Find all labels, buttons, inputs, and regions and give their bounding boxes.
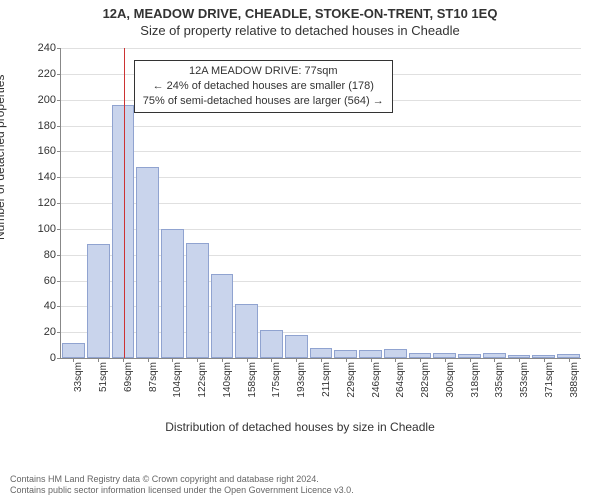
ytick-label: 160: [38, 145, 56, 157]
ytick-label: 20: [44, 326, 56, 338]
footer-line1: Contains HM Land Registry data © Crown c…: [10, 474, 354, 485]
ytick-label: 200: [38, 94, 56, 106]
gridline: [61, 48, 581, 49]
xtick-label: 193sqm: [296, 362, 307, 402]
xtick-label: 211sqm: [321, 362, 332, 402]
footer-line2: Contains public sector information licen…: [10, 485, 354, 496]
chart-title-main: 12A, MEADOW DRIVE, CHEADLE, STOKE-ON-TRE…: [0, 0, 600, 21]
xtick-label: 371sqm: [544, 362, 555, 402]
xtick-label: 87sqm: [148, 362, 159, 402]
ytick-label: 40: [44, 300, 56, 312]
xtick-label: 282sqm: [420, 362, 431, 402]
x-axis-label: Distribution of detached houses by size …: [0, 420, 600, 434]
ytick-label: 60: [44, 275, 56, 287]
ytick-label: 180: [38, 120, 56, 132]
property-marker-line: [124, 48, 125, 358]
chart-title-sub: Size of property relative to detached ho…: [0, 21, 600, 38]
annotation-line3: 75% of semi-detached houses are larger (…: [143, 94, 384, 109]
xtick-label: 33sqm: [73, 362, 84, 402]
histogram-bar: [87, 244, 110, 358]
ytick-mark: [57, 203, 61, 204]
xtick-label: 388sqm: [569, 362, 580, 402]
ytick-mark: [57, 281, 61, 282]
histogram-bar: [211, 274, 234, 358]
ytick-mark: [57, 151, 61, 152]
ytick-label: 220: [38, 68, 56, 80]
ytick-mark: [57, 177, 61, 178]
plot-area: 02040608010012014016018020022024033sqm51…: [60, 48, 581, 359]
xtick-label: 264sqm: [395, 362, 406, 402]
histogram-bar: [161, 229, 184, 358]
ytick-mark: [57, 126, 61, 127]
ytick-label: 80: [44, 249, 56, 261]
gridline: [61, 151, 581, 152]
xtick-label: 353sqm: [519, 362, 530, 402]
ytick-mark: [57, 229, 61, 230]
ytick-mark: [57, 74, 61, 75]
y-axis-label: Number of detached properties: [0, 75, 7, 240]
histogram-bar: [62, 343, 85, 359]
ytick-mark: [57, 358, 61, 359]
ytick-label: 0: [50, 352, 56, 364]
annotation-line2: ← 24% of detached houses are smaller (17…: [143, 79, 384, 94]
xtick-label: 229sqm: [346, 362, 357, 402]
ytick-label: 100: [38, 223, 56, 235]
ytick-mark: [57, 306, 61, 307]
ytick-label: 240: [38, 42, 56, 54]
histogram-bar: [136, 167, 159, 358]
ytick-mark: [57, 255, 61, 256]
footer-attribution: Contains HM Land Registry data © Crown c…: [10, 474, 354, 497]
gridline: [61, 126, 581, 127]
xtick-label: 246sqm: [371, 362, 382, 402]
histogram-bar: [384, 349, 407, 358]
annotation-line1: 12A MEADOW DRIVE: 77sqm: [143, 64, 384, 79]
histogram-bar: [186, 243, 209, 358]
histogram-bar: [112, 105, 135, 358]
ytick-label: 140: [38, 171, 56, 183]
ytick-mark: [57, 48, 61, 49]
histogram-bar: [310, 348, 333, 358]
xtick-label: 51sqm: [98, 362, 109, 402]
ytick-mark: [57, 332, 61, 333]
xtick-label: 122sqm: [197, 362, 208, 402]
histogram-bar: [359, 350, 382, 358]
histogram-bar: [334, 350, 357, 358]
xtick-label: 140sqm: [222, 362, 233, 402]
xtick-label: 104sqm: [172, 362, 183, 402]
chart-container: Number of detached properties 0204060801…: [0, 40, 600, 440]
xtick-label: 158sqm: [247, 362, 258, 402]
histogram-bar: [285, 335, 308, 358]
histogram-bar: [235, 304, 258, 358]
xtick-label: 69sqm: [123, 362, 134, 402]
ytick-label: 120: [38, 197, 56, 209]
xtick-label: 175sqm: [271, 362, 282, 402]
xtick-label: 335sqm: [494, 362, 505, 402]
histogram-bar: [260, 330, 283, 358]
annotation-box: 12A MEADOW DRIVE: 77sqm ← 24% of detache…: [134, 60, 393, 113]
ytick-mark: [57, 100, 61, 101]
xtick-label: 300sqm: [445, 362, 456, 402]
xtick-label: 318sqm: [470, 362, 481, 402]
